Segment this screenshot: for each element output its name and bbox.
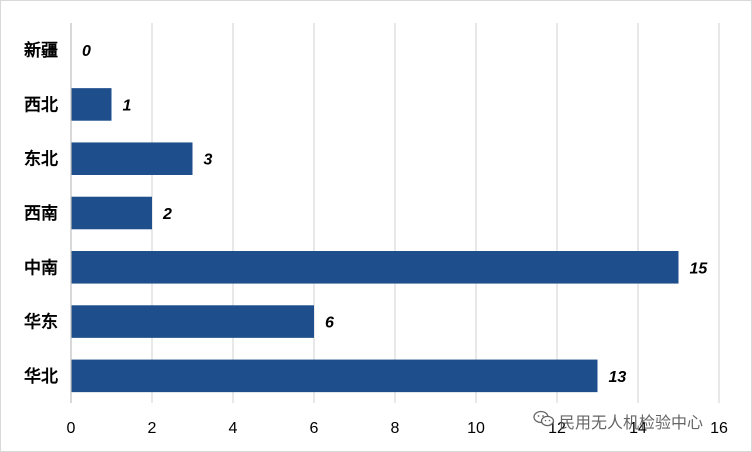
x-tick-label: 4 xyxy=(229,420,238,437)
x-tick-label: 0 xyxy=(67,420,76,437)
bar xyxy=(71,359,598,393)
bar xyxy=(71,88,112,121)
value-label: 0 xyxy=(82,43,91,60)
x-tick-label: 10 xyxy=(467,420,485,437)
watermark: 民用无人机检验中心 xyxy=(533,409,703,433)
value-label: 3 xyxy=(204,152,213,169)
value-label: 1 xyxy=(123,97,132,114)
watermark-text: 民用无人机检验中心 xyxy=(559,413,704,432)
bar xyxy=(71,196,152,230)
gridlines xyxy=(151,23,720,403)
category-label: 东北 xyxy=(24,149,58,170)
x-tick-label: 6 xyxy=(310,420,319,437)
category-label: 中南 xyxy=(24,257,58,278)
wechat-icon xyxy=(533,410,555,432)
x-tick-label: 16 xyxy=(710,420,728,437)
value-label: 15 xyxy=(690,260,709,277)
bar xyxy=(71,305,314,338)
bars xyxy=(71,88,679,393)
x-tick-label: 2 xyxy=(148,420,157,437)
value-label: 6 xyxy=(325,315,334,332)
category-label: 西北 xyxy=(24,95,58,115)
value-label: 2 xyxy=(162,206,172,223)
bar xyxy=(71,142,193,175)
category-label: 新疆 xyxy=(24,40,58,61)
bar xyxy=(71,251,679,284)
category-label: 华北 xyxy=(24,366,58,387)
category-label: 西南 xyxy=(24,203,58,224)
x-tick-label: 8 xyxy=(391,420,400,437)
category-label: 华东 xyxy=(24,312,58,333)
value-label: 13 xyxy=(609,369,627,386)
x-tick-label: 14 xyxy=(629,420,647,437)
